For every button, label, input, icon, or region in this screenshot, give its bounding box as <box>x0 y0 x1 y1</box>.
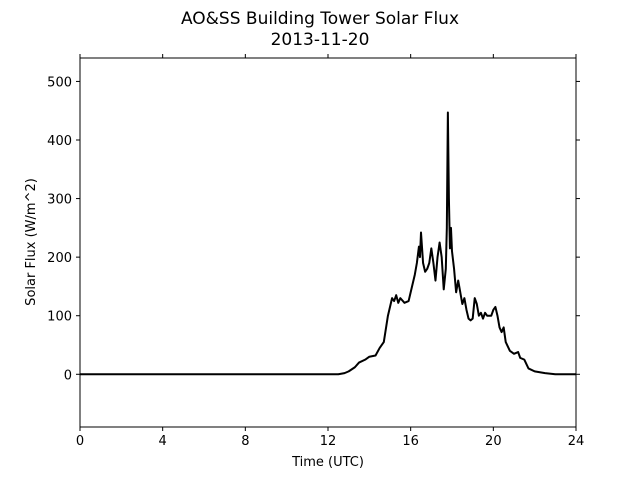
y-tick-label: 300 <box>47 193 72 208</box>
x-tick-label: 8 <box>241 434 249 449</box>
x-tick-label: 12 <box>320 434 337 449</box>
chart-subtitle: 2013-11-20 <box>271 30 370 50</box>
y-axis-label: Solar Flux (W/m^2) <box>24 178 39 306</box>
x-tick-label: 4 <box>159 434 167 449</box>
chart-title: AO&SS Building Tower Solar Flux <box>181 9 459 29</box>
x-tick-label: 16 <box>402 434 419 449</box>
data-line <box>80 111 576 376</box>
x-tick-label: 20 <box>485 434 502 449</box>
x-axis-label: Time (UTC) <box>291 455 364 470</box>
y-tick-label: 100 <box>47 310 72 325</box>
x-tick-label: 0 <box>76 434 84 449</box>
y-tick-label: 200 <box>47 251 72 266</box>
y-tick-label: 500 <box>47 75 72 90</box>
y-tick-label: 400 <box>47 134 72 149</box>
plot-frame <box>79 57 577 428</box>
x-tick-label: 24 <box>568 434 585 449</box>
y-tick-label: 0 <box>64 368 72 383</box>
